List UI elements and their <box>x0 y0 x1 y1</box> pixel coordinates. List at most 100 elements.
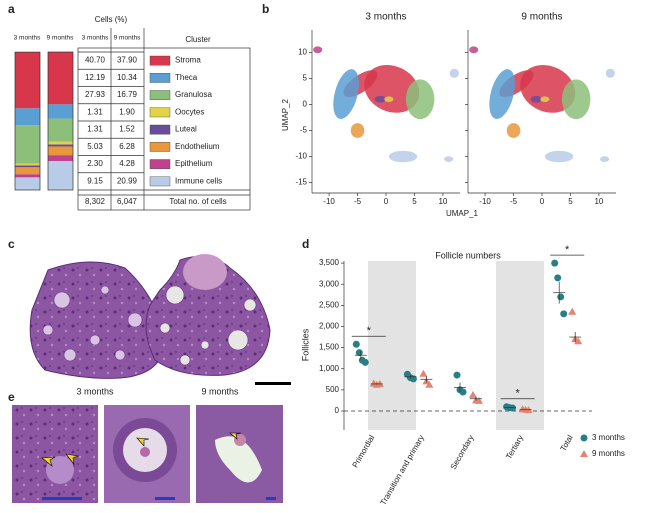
swatch <box>149 55 171 66</box>
cluster-header: Cluster <box>185 35 211 44</box>
panel-label: c <box>8 237 15 251</box>
legend-label: 3 months <box>592 433 625 442</box>
bar-outline <box>14 51 41 191</box>
point <box>453 371 461 379</box>
y-tick-label: 10 <box>298 48 307 57</box>
y-tick-label: 1,500 <box>319 343 340 352</box>
cell: 10.34 <box>117 73 138 82</box>
bar-segment <box>48 146 73 156</box>
swatch <box>149 73 171 83</box>
x-tick-label: 5 <box>568 197 573 206</box>
cluster-cloud <box>544 150 574 163</box>
x-tick-label: -10 <box>323 197 335 206</box>
cluster-cloud <box>405 79 435 120</box>
cell: 16.79 <box>117 90 138 99</box>
cluster-cloud <box>506 123 521 138</box>
cell: 9.15 <box>87 176 103 185</box>
bar-segment <box>48 161 73 190</box>
y-tick-label: 1,000 <box>319 364 340 373</box>
cell: 20.99 <box>117 176 138 185</box>
sig-star: * <box>515 388 520 400</box>
point <box>574 337 583 345</box>
cluster-cloud <box>388 150 418 163</box>
swatch <box>149 107 171 118</box>
point <box>580 450 588 457</box>
x-label: UMAP_1 <box>446 209 479 218</box>
point <box>409 375 417 383</box>
total: 6,047 <box>117 197 138 206</box>
point <box>557 293 565 301</box>
cell: 12.19 <box>85 73 106 82</box>
point <box>509 404 517 412</box>
bar-segment <box>15 165 40 168</box>
cell: 37.90 <box>117 56 138 65</box>
y-tick-label: 2,000 <box>319 322 340 331</box>
bar-segment <box>15 163 40 166</box>
swatch <box>149 176 171 187</box>
oocyte <box>234 434 246 446</box>
point <box>475 396 483 404</box>
y-tick-label: -10 <box>295 152 307 161</box>
cell: 4.28 <box>119 159 135 168</box>
table-header: Cells (%) <box>95 15 128 24</box>
point <box>419 369 428 377</box>
bar-segment <box>48 141 73 145</box>
cluster-cloud <box>313 46 323 54</box>
x-tick-label: 5 <box>412 197 417 206</box>
cluster-cloud <box>384 96 394 103</box>
ovary-3m <box>29 261 166 379</box>
point <box>568 307 577 315</box>
bar-segment <box>48 118 73 142</box>
point <box>551 259 559 267</box>
cluster-name: Endothelium <box>175 142 220 151</box>
bar-segment <box>15 108 40 126</box>
total-label: Total no. of cells <box>169 197 226 206</box>
bar-segment <box>15 167 40 175</box>
cell: 6.28 <box>119 142 135 151</box>
panel-label: d <box>302 237 309 251</box>
swatch <box>149 90 171 100</box>
bar-segment <box>15 177 40 190</box>
col-header: 3 months <box>82 35 109 42</box>
legend-label: 9 months <box>592 449 625 458</box>
cluster-cloud <box>605 68 615 78</box>
bar-segment <box>48 104 73 119</box>
cell: 1.31 <box>87 107 103 116</box>
band <box>496 261 544 430</box>
scale-bars <box>42 497 276 500</box>
x-tick-label: 0 <box>384 197 389 206</box>
x-tick-label: -5 <box>510 197 518 206</box>
y-label: UMAP_2 <box>281 98 290 131</box>
panel-label: b <box>262 2 269 16</box>
point <box>425 380 434 388</box>
cluster-name: Stroma <box>175 56 201 65</box>
y-tick-label: 2,500 <box>319 300 340 309</box>
cluster-cloud <box>489 69 515 119</box>
image-label: 9 months <box>201 386 239 396</box>
y-tick-label: -15 <box>295 178 307 187</box>
cluster-cloud <box>444 156 454 163</box>
panel-label: a <box>8 2 15 16</box>
x-tick-label: -10 <box>479 197 491 206</box>
bar-label: 3 months <box>14 35 41 42</box>
swatch <box>149 124 171 135</box>
point <box>560 310 568 318</box>
histology-e <box>12 405 283 503</box>
cluster-cloud <box>333 69 359 119</box>
cluster-name: Granulosa <box>175 90 212 99</box>
cluster-cloud <box>561 79 591 120</box>
cluster-name: Luteal <box>175 125 197 134</box>
x-tick-label: 10 <box>438 197 447 206</box>
cluster-name: Oocytes <box>175 107 204 116</box>
bar-segment <box>48 155 73 162</box>
cluster-cloud <box>540 96 550 103</box>
point <box>580 434 588 442</box>
cell: 2.30 <box>87 159 103 168</box>
point <box>554 274 562 282</box>
point <box>352 340 360 348</box>
follicles <box>42 285 143 362</box>
swatch <box>149 142 171 152</box>
bar-segment <box>15 174 40 178</box>
x-tick-label: Primordial <box>351 433 377 469</box>
cluster-cloud <box>469 46 479 54</box>
